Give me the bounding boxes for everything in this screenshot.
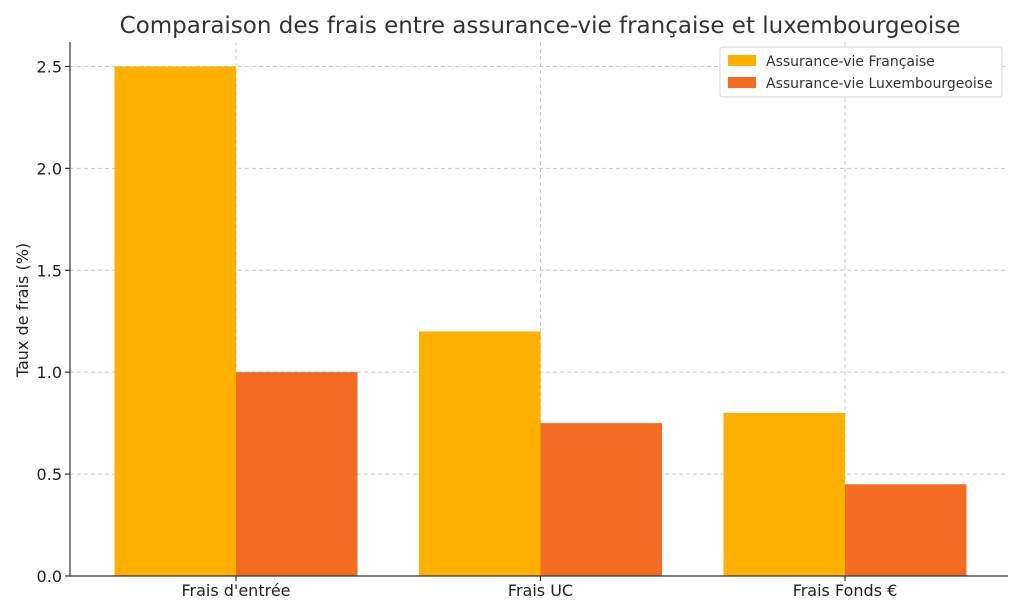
x-tick-label: Frais d'entrée bbox=[181, 581, 290, 600]
legend-label: Assurance-vie Française bbox=[766, 54, 935, 70]
y-tick-label: 2.5 bbox=[37, 57, 62, 76]
x-tick-label: Frais Fonds € bbox=[793, 581, 898, 600]
y-tick-labels: 0.0 0.5 1.0 1.5 2.0 2.5 bbox=[37, 57, 62, 586]
bar-luxembourgeoise-0 bbox=[236, 372, 358, 576]
bars bbox=[114, 66, 967, 577]
bar-luxembourgeoise-1 bbox=[540, 423, 662, 576]
y-tick-label: 2.0 bbox=[37, 159, 62, 178]
y-tick-label: 1.5 bbox=[37, 261, 62, 280]
legend-swatch bbox=[728, 77, 756, 88]
x-tick-label: Frais UC bbox=[508, 581, 573, 600]
bar-luxembourgeoise-2 bbox=[845, 484, 967, 576]
y-tick-label: 1.0 bbox=[37, 363, 62, 382]
bar-francaise-1 bbox=[419, 331, 541, 576]
bar-francaise-2 bbox=[723, 412, 845, 576]
axes bbox=[65, 42, 1008, 581]
y-axis-label: Taux de frais (%) bbox=[13, 243, 32, 378]
legend-swatch bbox=[728, 55, 756, 66]
legend-label: Assurance-vie Luxembourgeoise bbox=[766, 76, 993, 92]
bar-francaise-0 bbox=[114, 66, 236, 577]
legend: Assurance-vie Française Assurance-vie Lux… bbox=[719, 46, 1003, 98]
x-tick-labels: Frais d'entrée Frais UC Frais Fonds € bbox=[181, 581, 897, 600]
y-tick-label: 0.5 bbox=[37, 465, 62, 484]
chart-title: Comparaison des frais entre assurance-vi… bbox=[120, 13, 961, 39]
legend-box bbox=[719, 46, 1003, 98]
y-tick-label: 0.0 bbox=[37, 567, 62, 586]
